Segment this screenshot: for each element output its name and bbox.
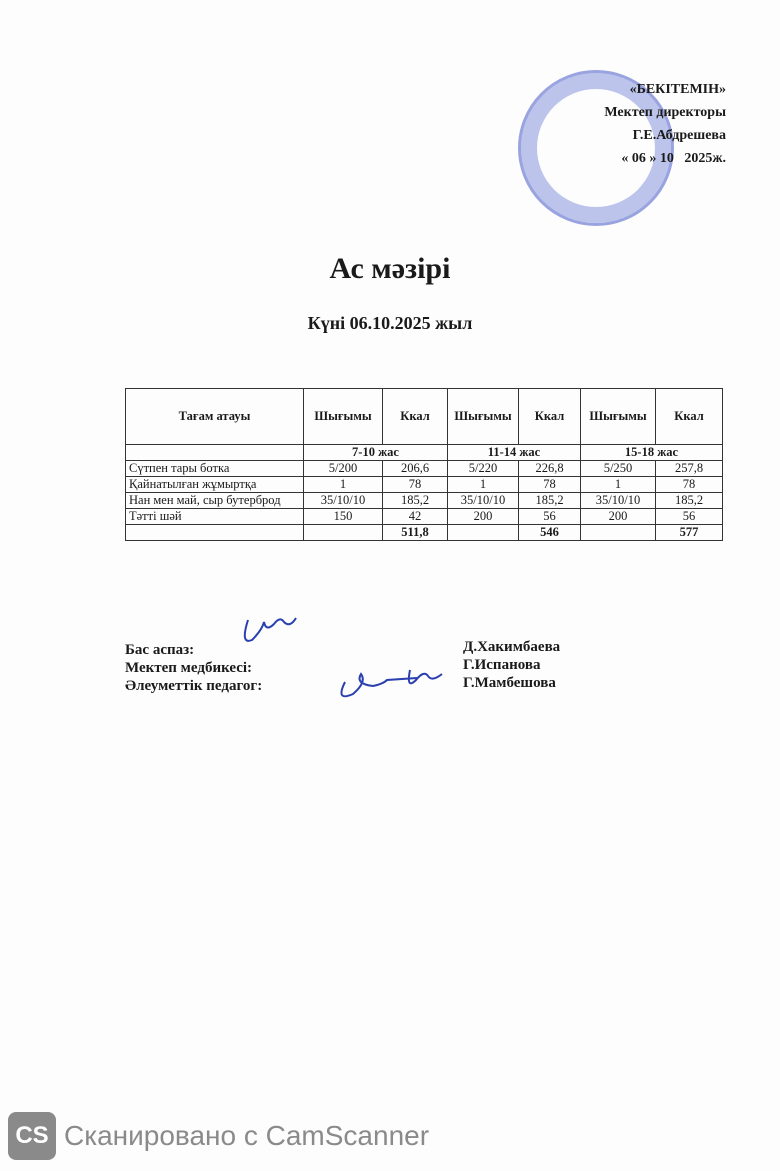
cell: 200: [580, 508, 656, 525]
page-subtitle: Күні 06.10.2025 жыл: [307, 313, 473, 333]
header-cell: Шығымы: [447, 388, 519, 445]
page-title: Ас мәзірі: [329, 252, 451, 285]
totals-row: 511,8 546 577: [125, 524, 723, 541]
cell: 56: [655, 508, 723, 525]
date-day: 06: [631, 151, 646, 166]
empty-cell: [125, 444, 304, 461]
approval-date: « 06 » 10 2025ж.: [621, 151, 726, 166]
empty-cell: [580, 524, 656, 541]
age-group: 15-18 жас: [580, 444, 723, 461]
table-row: Қайнатылған жұмыртқа 1 78 1 78 1 78: [125, 476, 723, 493]
dish-name: Нан мен май, сыр бутерброд: [125, 492, 304, 509]
empty-cell: [447, 524, 519, 541]
cell: 185,2: [382, 492, 448, 509]
total-kcal: 511,8: [382, 524, 448, 541]
approval-name: Г.Е.Абдрешева: [632, 128, 726, 143]
cell: 185,2: [518, 492, 581, 509]
school-stamp: [518, 70, 674, 226]
empty-cell: [125, 524, 304, 541]
header-cell: Ккал: [518, 388, 581, 445]
approval-org: «БЕКІТЕМІН»: [629, 82, 726, 97]
cell: 78: [655, 476, 723, 493]
handwritten-signatures: [243, 617, 443, 698]
header-cell: Шығымы: [303, 388, 383, 445]
cell: 35/10/10: [580, 492, 656, 509]
cell: 78: [518, 476, 581, 493]
cell: 150: [303, 508, 383, 525]
cell: 35/10/10: [447, 492, 519, 509]
header-cell: Ккал: [655, 388, 723, 445]
header-cell: Шығымы: [580, 388, 656, 445]
dish-name: Қайнатылған жұмыртқа: [125, 476, 304, 493]
signature-name: Г.Мамбешова: [463, 675, 556, 691]
cell: 185,2: [655, 492, 723, 509]
cell: 5/220: [447, 460, 519, 477]
header-cell: Тағам атауы: [125, 388, 304, 445]
date-year: 2025ж.: [684, 151, 726, 166]
cell: 226,8: [518, 460, 581, 477]
cell: 78: [382, 476, 448, 493]
cell: 1: [303, 476, 383, 493]
signature-roles: Бас аспаз: Мектеп медбикесі: Әлеуметтік …: [125, 641, 262, 695]
age-group: 11-14 жас: [447, 444, 581, 461]
menu-table: Тағам атауы Шығымы Ккал Шығымы Ккал Шығы…: [125, 388, 723, 541]
cell: 206,6: [382, 460, 448, 477]
header-cell: Ккал: [382, 388, 448, 445]
total-kcal: 546: [518, 524, 581, 541]
header-row: Тағам атауы Шығымы Ккал Шығымы Ккал Шығы…: [125, 388, 723, 445]
dish-name: Тәтті шәй: [125, 508, 304, 525]
cell: 257,8: [655, 460, 723, 477]
signature-name: Г.Испанова: [463, 657, 541, 673]
age-group: 7-10 жас: [303, 444, 448, 461]
table-row: Сүтпен тары ботка 5/200 206,6 5/220 226,…: [125, 460, 723, 477]
signature-role: Бас аспаз:: [125, 642, 195, 658]
cell: 5/250: [580, 460, 656, 477]
cell: 200: [447, 508, 519, 525]
total-kcal: 577: [655, 524, 723, 541]
age-group-row: 7-10 жас 11-14 жас 15-18 жас: [125, 444, 723, 461]
empty-cell: [303, 524, 383, 541]
cell: 1: [447, 476, 519, 493]
approval-position: Мектеп директоры: [604, 105, 726, 120]
date-month: 10: [659, 151, 674, 166]
camscanner-logo: CS: [8, 1112, 56, 1160]
signature-role: Мектеп медбикесі:: [125, 660, 253, 676]
signature-role: Әлеуметтік педагог:: [125, 678, 263, 694]
watermark-text: Сканировано с CamScanner: [64, 1120, 430, 1151]
signature-name: Д.Хакимбаева: [463, 639, 561, 655]
signature-names: Д.Хакимбаева Г.Испанова Г.Мамбешова: [463, 638, 560, 692]
cell: 42: [382, 508, 448, 525]
camscanner-watermark: CS Сканировано с CamScanner: [8, 1112, 429, 1160]
table-row: Нан мен май, сыр бутерброд 35/10/10 185,…: [125, 492, 723, 509]
cell: 56: [518, 508, 581, 525]
cell: 35/10/10: [303, 492, 383, 509]
table-row: Тәтті шәй 150 42 200 56 200 56: [125, 508, 723, 525]
approval-block: «БЕКІТЕМІН» Мектеп директоры Г.Е.Абдреше…: [604, 78, 726, 170]
dish-name: Сүтпен тары ботка: [125, 460, 304, 477]
cell: 1: [580, 476, 656, 493]
cell: 5/200: [303, 460, 383, 477]
